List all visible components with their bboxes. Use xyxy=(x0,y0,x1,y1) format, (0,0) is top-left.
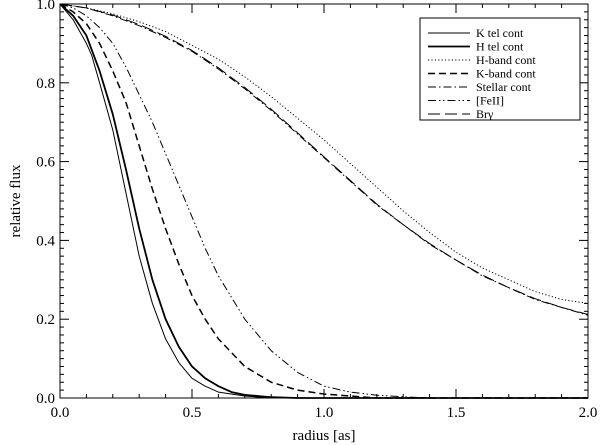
y-tick-label: 0.2 xyxy=(36,312,55,328)
legend-box xyxy=(419,17,581,121)
series-line-7 xyxy=(59,3,589,315)
legend-label: K-band cont xyxy=(476,67,536,81)
axis-ticks xyxy=(59,3,589,399)
x-tick-label: 2.0 xyxy=(579,405,598,421)
x-tick-label: 1.0 xyxy=(315,405,334,421)
series-line-2 xyxy=(59,3,588,399)
series-line-4 xyxy=(59,3,588,399)
y-axis-label: relative flux xyxy=(8,164,24,237)
y-tick-label: 0.4 xyxy=(36,233,55,249)
legend-label: H tel cont xyxy=(476,40,524,54)
x-tick-label: 0.0 xyxy=(51,405,70,421)
y-tick-label: 0.0 xyxy=(36,391,55,407)
legend-label: [FeII] xyxy=(476,94,504,108)
series-group xyxy=(59,3,589,399)
x-tick-label: 0.5 xyxy=(183,405,202,421)
legend-label: Stellar cont xyxy=(476,80,532,94)
y-tick-label: 0.8 xyxy=(36,76,55,92)
x-axis-label: radius [as] xyxy=(293,428,356,444)
y-tick-label: 1.0 xyxy=(36,0,55,13)
series-line-6 xyxy=(59,3,588,399)
y-tick-label: 0.6 xyxy=(36,155,55,171)
x-tick-label: 1.5 xyxy=(447,405,466,421)
series-line-1 xyxy=(59,3,588,399)
legend-label: Brγ xyxy=(476,107,494,121)
legend-label: K tel cont xyxy=(476,26,524,40)
legend-label: H-band cont xyxy=(476,53,536,67)
tick-labels: 0.0 0.5 1.0 1.5 2.0 0.0 0.2 0.4 0.6 0.8 1.0 xyxy=(36,0,597,421)
